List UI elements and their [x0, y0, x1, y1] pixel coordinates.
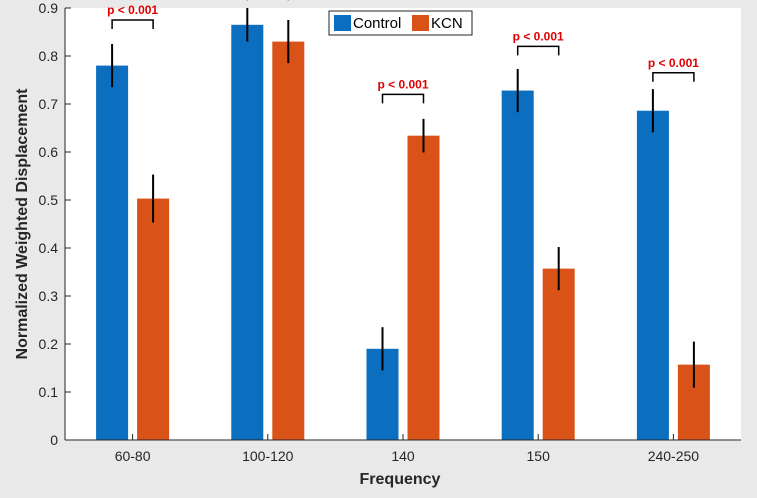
bar-control-4 [636, 110, 669, 440]
bar-kcn-1 [272, 41, 305, 440]
p-value-label-0: p < 0.001 [107, 3, 158, 17]
legend-swatch-kcn [412, 15, 429, 31]
x-tick-label-4: 240-250 [648, 448, 700, 464]
bar-control-3 [501, 90, 534, 440]
legend-label-control: Control [353, 15, 401, 32]
bar-kcn-0 [137, 198, 170, 440]
x-axis-title: Frequency [360, 471, 441, 488]
bar-control-0 [96, 65, 129, 440]
bar-control-1 [231, 24, 264, 441]
y-tick-label-8: 0.8 [39, 48, 59, 64]
x-tick-label-3: 150 [527, 448, 551, 464]
significance-bracket-2 [381, 93, 425, 104]
significance-bracket-4 [652, 72, 695, 82]
y-tick-label-7: 0.7 [39, 96, 59, 112]
bar-kcn-3 [542, 268, 575, 440]
y-tick-label-5: 0.5 [39, 192, 59, 208]
y-tick-label-4: 0.4 [39, 240, 59, 256]
y-tick-label-3: 0.3 [39, 288, 59, 304]
y-tick-label-9: 0.9 [39, 0, 59, 16]
y-tick-label-0: 0 [50, 432, 58, 448]
p-value-label-3: p < 0.001 [513, 29, 564, 43]
x-tick-label-2: 140 [391, 448, 415, 464]
x-tick-label-0: 60-80 [115, 448, 151, 464]
y-axis-title: Normalized Weighted Displacement [14, 88, 31, 360]
legend-label-kcn: KCN [431, 15, 463, 32]
y-tick-label-1: 0.1 [39, 384, 59, 400]
plot-area [65, 8, 741, 440]
y-tick-label-2: 0.2 [39, 336, 59, 352]
significance-bracket-0 [111, 19, 154, 29]
significance-bracket-3 [516, 45, 560, 56]
y-tick-label-6: 0.6 [39, 144, 59, 160]
bar-kcn-2 [407, 135, 440, 440]
legend-box [328, 10, 473, 36]
p-value-label-2: p < 0.001 [377, 77, 428, 91]
legend: Control KCN [328, 10, 473, 36]
x-tick-label-1: 100-120 [242, 448, 294, 464]
p-value-label-4: p < 0.001 [648, 56, 699, 70]
legend-swatch-control [334, 15, 351, 31]
